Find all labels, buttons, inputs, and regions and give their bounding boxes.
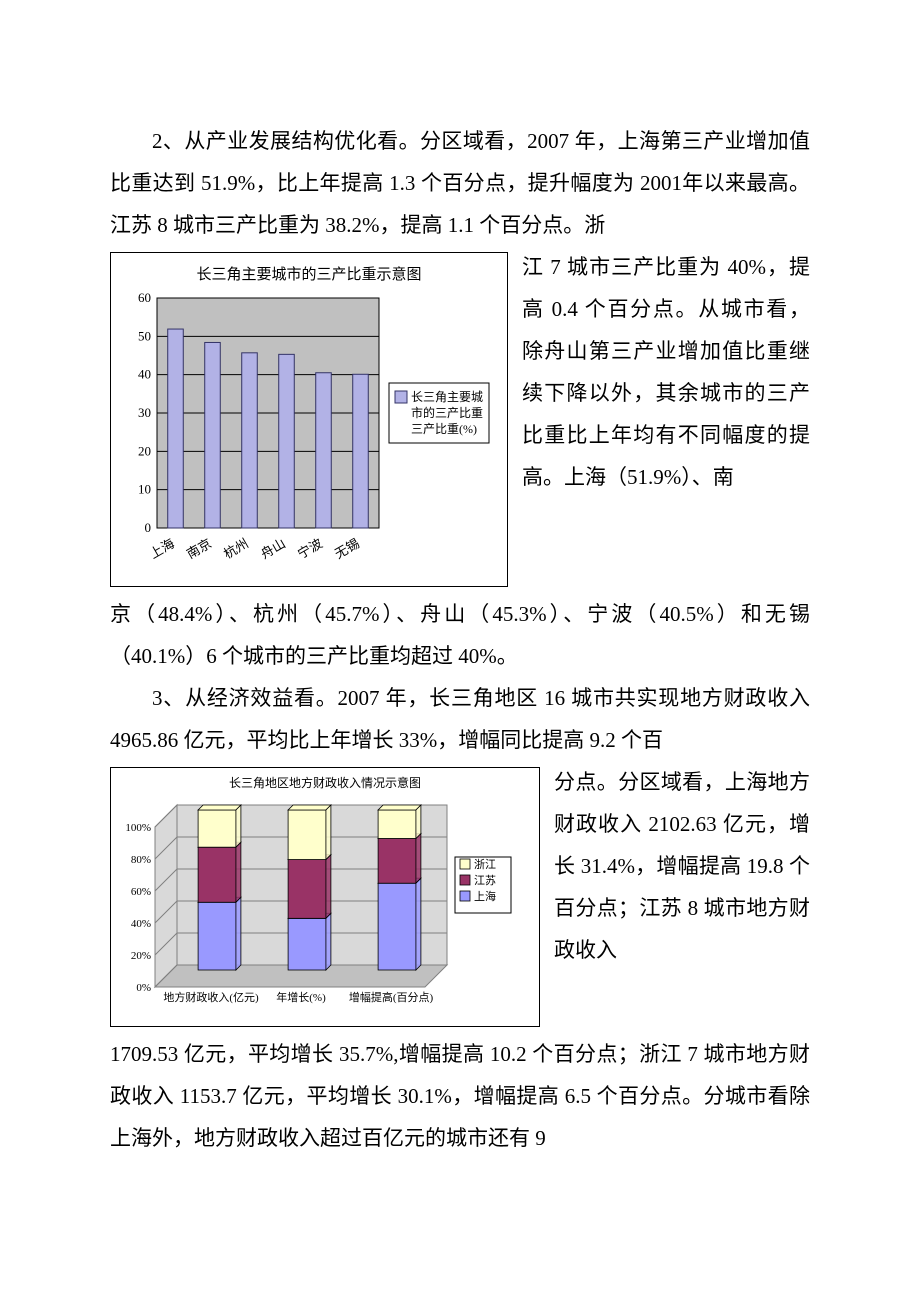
chart2-container: 长三角地区地方财政收入情况示意图 0% 20% 40% 60% 80% 100% 地方财政收… — [110, 767, 540, 1027]
svg-text:杭州: 杭州 — [221, 536, 251, 562]
chart1-svg: 0 10 20 30 40 50 60 上海南京杭州舟山宁波无锡 长三角主要城市的三产比重三产比… — [119, 288, 497, 583]
svg-text:舟山: 舟山 — [258, 536, 288, 562]
chart2-title: 长三角地区地方财政收入情况示意图 — [117, 774, 533, 791]
para3-lead: 3、从经济效益看。2007 年，长三角地区 16 城市共实现地方财政收入 496… — [110, 677, 810, 761]
svg-text:三产比重(%): 三产比重(%) — [411, 422, 477, 436]
para2-side: 江 7 城市三产比重为 40%，提高 0.4 个百分点。从城市看，除舟山第三产业… — [522, 246, 810, 498]
svg-text:60%: 60% — [131, 886, 151, 898]
svg-text:80%: 80% — [131, 854, 151, 866]
svg-text:增幅提高(百分点): 增幅提高(百分点) — [349, 990, 434, 1004]
svg-text:60: 60 — [138, 290, 151, 305]
svg-text:20%: 20% — [131, 950, 151, 962]
svg-text:100%: 100% — [125, 822, 151, 834]
chart1-container: 长三角主要城市的三产比重示意图 0 10 20 30 40 50 60 上海南京杭州舟山宁波无… — [110, 252, 508, 587]
para3-wrap-block: 长三角地区地方财政收入情况示意图 0% 20% 40% 60% 80% 100% 地方财政收… — [110, 761, 810, 1033]
svg-text:市的三产比重: 市的三产比重 — [411, 405, 483, 420]
svg-text:30: 30 — [138, 405, 151, 420]
para3-side: 分点。分区域看，上海地方财政收入 2102.63 亿元，增长 31.4%，增幅提… — [554, 761, 810, 971]
para3-tail: 1709.53 亿元，平均增长 35.7%,增幅提高 10.2 个百分点；浙江 … — [110, 1033, 810, 1159]
svg-text:上海: 上海 — [147, 536, 177, 562]
svg-text:40%: 40% — [131, 918, 151, 930]
svg-text:无锡: 无锡 — [332, 536, 362, 562]
document-page: 2、从产业发展结构优化看。分区域看，2007 年，上海第三产业增加值比重达到 5… — [0, 0, 920, 1219]
svg-text:浙江: 浙江 — [474, 858, 496, 871]
para2-wrap-block: 长三角主要城市的三产比重示意图 0 10 20 30 40 50 60 上海南京杭州舟山宁波无… — [110, 246, 810, 593]
svg-text:江苏: 江苏 — [474, 874, 496, 887]
para2-lead: 2、从产业发展结构优化看。分区域看，2007 年，上海第三产业增加值比重达到 5… — [110, 120, 810, 246]
svg-text:40: 40 — [138, 367, 151, 382]
svg-text:0%: 0% — [136, 982, 151, 994]
svg-text:0: 0 — [145, 520, 152, 535]
chart1-title: 长三角主要城市的三产比重示意图 — [119, 263, 499, 284]
svg-text:地方财政收入(亿元): 地方财政收入(亿元) — [163, 990, 259, 1004]
chart2-svg: 0% 20% 40% 60% 80% 100% 地方财政收入(亿元) 年增长(%) 增幅提高(百… — [117, 793, 531, 1023]
svg-text:20: 20 — [138, 443, 151, 458]
svg-text:宁波: 宁波 — [295, 536, 325, 562]
para2-tail: 京（48.4%）、杭州（45.7%）、舟山（45.3%）、宁波（40.5%）和无… — [110, 593, 810, 677]
svg-text:10: 10 — [138, 482, 151, 497]
svg-text:南京: 南京 — [184, 536, 214, 562]
svg-text:上海: 上海 — [474, 889, 496, 903]
svg-text:长三角主要城: 长三角主要城 — [411, 390, 483, 404]
svg-text:50: 50 — [138, 328, 151, 343]
svg-text:年增长(%): 年增长(%) — [276, 990, 326, 1004]
